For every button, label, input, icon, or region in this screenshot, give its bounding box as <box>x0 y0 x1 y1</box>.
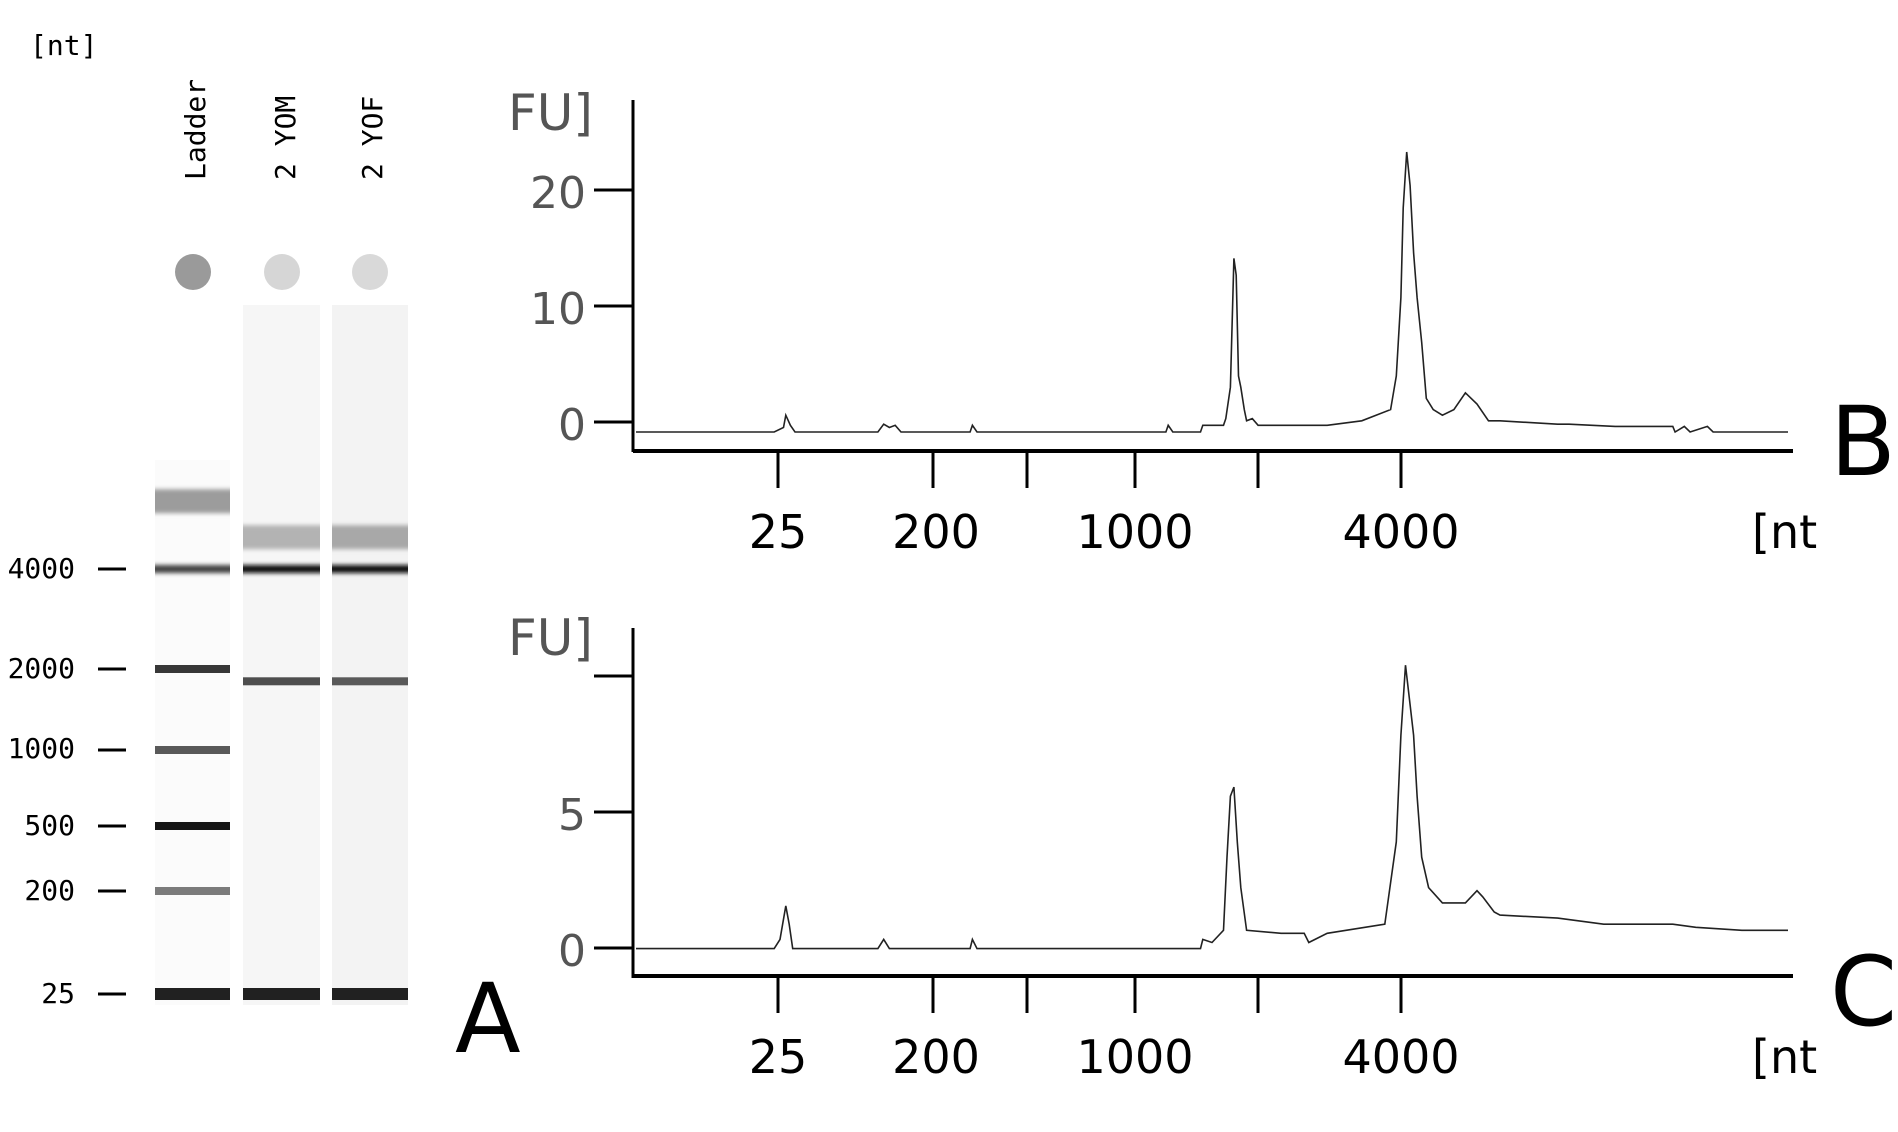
gel-band <box>155 822 230 830</box>
y-tick-0-c: 0 <box>558 926 633 977</box>
x-axis-label-b: [nt <box>1752 505 1817 559</box>
x-tick-label-200-b: 200 <box>892 505 980 559</box>
trace-b <box>636 151 1788 434</box>
lane-2yof <box>332 305 408 1005</box>
electropherogram-c: FU] 5 0 25 200 1000 4000 [nt C <box>508 609 1897 1084</box>
x-tick-label-1000-b: 1000 <box>1076 505 1193 559</box>
gel-band <box>155 988 230 1000</box>
svg-text:0: 0 <box>558 926 586 977</box>
svg-text:500: 500 <box>24 809 75 842</box>
y-axis-label-b: FU] <box>508 84 593 142</box>
well-ladder <box>175 254 211 290</box>
y-tick-0-b: 0 <box>558 400 633 451</box>
gel-bands <box>155 489 408 1000</box>
x-tick-label-1000-c: 1000 <box>1076 1030 1193 1084</box>
svg-text:4000: 4000 <box>8 552 75 585</box>
x-tick-label-25-c: 25 <box>749 1030 808 1084</box>
gel-band <box>243 525 320 550</box>
well-2yof <box>352 254 388 290</box>
size-marker-2000: 2000 <box>8 652 126 685</box>
gel-unit-label: [nt] <box>30 29 97 62</box>
gel-band <box>155 565 230 573</box>
x-tick-label-200-c: 200 <box>892 1030 980 1084</box>
lane-label-2yof: 2 YOF <box>356 96 389 180</box>
svg-text:0: 0 <box>558 400 586 451</box>
gel-band <box>332 677 408 686</box>
gel-band <box>243 988 320 1000</box>
lane-label-2yom: 2 YOM <box>269 96 302 180</box>
lane-2yom <box>243 305 320 1005</box>
electropherogram-b: FU] 20 10 0 25 200 1000 4000 [nt B <box>508 84 1896 559</box>
size-marker-1000: 1000 <box>8 732 126 765</box>
svg-text:200: 200 <box>24 874 75 907</box>
lane-label-ladder: Ladder <box>179 79 212 180</box>
trace-c <box>636 665 1788 950</box>
panel-label-a: A <box>455 963 521 1075</box>
svg-text:20: 20 <box>530 168 586 219</box>
x-axis-label-c: [nt <box>1752 1030 1817 1084</box>
size-marker-500: 500 <box>24 809 126 842</box>
gel-band <box>155 887 230 895</box>
x-tick-label-4000-b: 4000 <box>1342 505 1459 559</box>
gel-band <box>155 489 230 514</box>
x-tick-label-4000-c: 4000 <box>1342 1030 1459 1084</box>
x-tick-label-25-b: 25 <box>749 505 808 559</box>
panel-label-c: C <box>1830 936 1897 1048</box>
gel-band <box>155 746 230 754</box>
svg-text:25: 25 <box>41 977 75 1010</box>
y-axis-label-c: FU] <box>508 609 593 667</box>
gel-band <box>243 565 320 573</box>
gel-band <box>155 665 230 673</box>
size-marker-200: 200 <box>24 874 126 907</box>
svg-text:2000: 2000 <box>8 652 75 685</box>
size-marker-4000: 4000 <box>8 552 126 585</box>
gel-panel: [nt] Ladder 2 YOM 2 YOF 4000 2000 1000 5… <box>8 29 521 1075</box>
gel-band <box>332 525 408 550</box>
svg-text:10: 10 <box>530 284 586 335</box>
svg-text:1000: 1000 <box>8 732 75 765</box>
gel-band <box>332 988 408 1000</box>
lane-ladder <box>155 460 230 1005</box>
well-2yom <box>264 254 300 290</box>
y-tick-5-c: 5 <box>558 790 633 841</box>
panel-label-b: B <box>1830 386 1896 498</box>
svg-text:5: 5 <box>558 790 586 841</box>
y-tick-20-b: 20 <box>530 168 633 219</box>
size-marker-25: 25 <box>41 977 126 1010</box>
gel-band <box>332 565 408 573</box>
gel-band <box>243 677 320 686</box>
y-tick-10-b: 10 <box>530 284 633 335</box>
